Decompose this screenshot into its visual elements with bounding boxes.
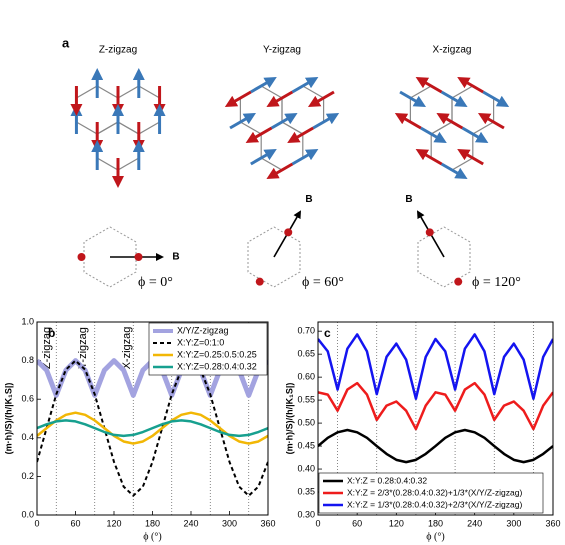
y-tick-label: 1.0 bbox=[21, 316, 34, 326]
y-tick-label: 0.8 bbox=[21, 355, 34, 365]
spin-arrow bbox=[250, 76, 277, 94]
series-line bbox=[318, 381, 553, 431]
series-line bbox=[37, 359, 268, 497]
spin-arrow bbox=[399, 90, 427, 108]
legend-label: X:Y:Z=0.28:0.4:0.32 bbox=[177, 361, 257, 371]
x-tick-label: 0 bbox=[34, 518, 39, 528]
x-tick-label: 300 bbox=[506, 518, 521, 528]
legend-label: X:Y:Z = 1/3*(0.28:0.4:0.32)+2/3*(X/Y/Z-z… bbox=[347, 499, 522, 509]
y-tick-label: 0.55 bbox=[297, 394, 315, 404]
x-tick-label: 360 bbox=[545, 518, 560, 528]
spin-arrow bbox=[394, 112, 422, 130]
y-tick-label: 0.0 bbox=[21, 509, 34, 519]
site bbox=[284, 228, 293, 237]
x-tick-label: 60 bbox=[70, 518, 80, 528]
y-tick-label: 0.6 bbox=[21, 394, 34, 404]
spin-arrow bbox=[266, 162, 294, 180]
panel-label: b bbox=[48, 326, 55, 340]
panel-title: Y-zigzag bbox=[263, 45, 301, 56]
spin-arrow bbox=[266, 90, 294, 108]
site bbox=[425, 228, 434, 237]
x-tick-label: 180 bbox=[145, 518, 160, 528]
spin-arrow bbox=[415, 148, 443, 166]
field-label: B bbox=[405, 194, 412, 205]
spin-arrow bbox=[440, 162, 468, 180]
plot-frame bbox=[317, 321, 554, 516]
y-tick-label: 0.2 bbox=[21, 471, 34, 481]
y-axis-label: (m·h)/S)/(h/|K₁S|) bbox=[284, 383, 294, 455]
y-tick-label: 0.70 bbox=[297, 326, 315, 336]
spin-arrow bbox=[291, 148, 319, 166]
y-tick-label: 0.30 bbox=[297, 509, 315, 519]
x-tick-label: 360 bbox=[260, 518, 275, 528]
series-line bbox=[318, 428, 553, 464]
panel-title: X-zigzag bbox=[433, 45, 472, 56]
site bbox=[255, 277, 264, 286]
y-tick-label: 0.40 bbox=[297, 463, 315, 473]
site bbox=[454, 277, 463, 286]
spin-arrow bbox=[291, 76, 319, 94]
plot-frame bbox=[36, 321, 269, 516]
legend-label: X/Y/Z-zigzag bbox=[177, 325, 229, 335]
angle-label: ϕ = 60° bbox=[302, 275, 344, 290]
angle-label: ϕ = 120° bbox=[472, 275, 521, 290]
y-tick-label: 0.35 bbox=[297, 486, 315, 496]
spin-arrow bbox=[482, 90, 510, 108]
x-tick-label: 0 bbox=[315, 518, 320, 528]
panel-label: c bbox=[324, 326, 331, 340]
x-tick-label: 120 bbox=[106, 518, 121, 528]
spin-arrow bbox=[440, 90, 468, 108]
spin-arrow bbox=[415, 76, 443, 94]
legend-label: X:Y:Z = 0.28:0.4:0.32 bbox=[347, 475, 427, 485]
field-label: B bbox=[305, 194, 312, 205]
spin-arrow bbox=[461, 126, 489, 144]
y-tick-label: 0.65 bbox=[297, 349, 315, 359]
field-label: B bbox=[172, 252, 179, 263]
spin-arrow bbox=[250, 148, 277, 166]
site bbox=[77, 253, 86, 261]
x-tick-label: 180 bbox=[428, 518, 443, 528]
spin-arrow bbox=[457, 76, 484, 94]
angle-label: ϕ = 0° bbox=[138, 275, 173, 290]
spin-arrow bbox=[420, 126, 447, 144]
annotation: Z-zigzag bbox=[41, 327, 53, 369]
x-tick-label: 300 bbox=[222, 518, 237, 528]
x-tick-label: 60 bbox=[352, 518, 362, 528]
y-tick-label: 0.45 bbox=[297, 440, 315, 450]
x-axis-label: ϕ (°) bbox=[143, 531, 161, 542]
spin-arrow bbox=[477, 112, 505, 130]
y-tick-label: 0.4 bbox=[21, 432, 34, 442]
legend-label: X:Y:Z=0:1:0 bbox=[177, 337, 224, 347]
y-tick-label: 0.60 bbox=[297, 372, 315, 382]
series-line bbox=[318, 333, 553, 400]
panel-label: a bbox=[62, 35, 70, 50]
spin-arrow bbox=[245, 126, 273, 144]
spin-arrow bbox=[270, 112, 298, 130]
panel-title: Z-zigzag bbox=[99, 45, 137, 56]
annotation: Y-zigzag bbox=[77, 327, 89, 369]
y-tick-label: 0.50 bbox=[297, 417, 315, 427]
site bbox=[134, 253, 143, 261]
y-axis-label: (m·h)/S)/(h/|K₁S|) bbox=[3, 383, 13, 455]
spin-arrow bbox=[312, 112, 340, 130]
spin-arrow bbox=[229, 112, 257, 130]
legend-box bbox=[318, 472, 544, 514]
x-tick-label: 240 bbox=[183, 518, 198, 528]
spin-arrow bbox=[436, 112, 464, 130]
x-axis-label: ϕ (°) bbox=[426, 531, 444, 542]
spin-arrow bbox=[224, 90, 252, 108]
legend-label: X:Y:Z = 2/3*(0.28:0.4:0.32)+1/3*(X/Y/Z-z… bbox=[347, 487, 522, 497]
x-tick-label: 240 bbox=[467, 518, 482, 528]
spin-arrow bbox=[457, 148, 484, 166]
spin-arrow bbox=[287, 126, 314, 144]
spin-arrow bbox=[307, 90, 335, 108]
annotation: X-zigzag bbox=[121, 327, 133, 370]
series-line bbox=[37, 419, 268, 438]
legend-label: X:Y:Z=0.25:0.5:0.25 bbox=[177, 349, 257, 359]
x-tick-label: 120 bbox=[389, 518, 404, 528]
